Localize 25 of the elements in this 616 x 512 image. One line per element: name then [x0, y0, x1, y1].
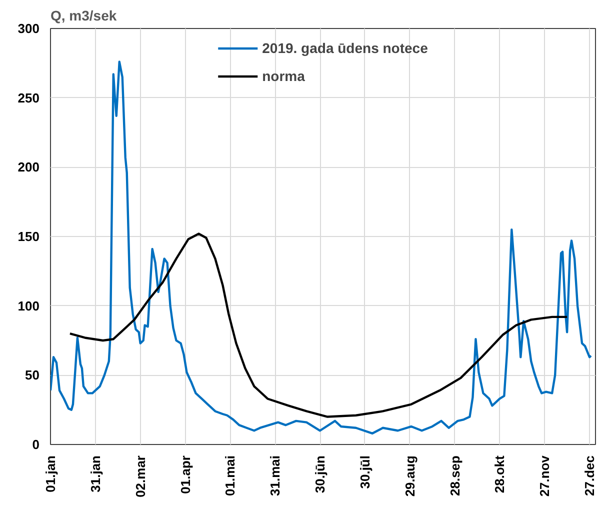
x-tick-label: 02.mar [132, 456, 148, 498]
y-tick-label: 150 [18, 229, 40, 244]
x-tick-label: 01.apr [178, 455, 193, 494]
legend-label: norma [262, 68, 305, 84]
line-series [68, 232, 568, 418]
y-tick-label: 300 [18, 21, 40, 36]
legend-label: 2019. gada ūdens notece [262, 40, 428, 56]
x-tick-label: 31.jan [88, 455, 103, 492]
y-tick-label: 100 [18, 298, 40, 314]
y-axis-title: Q, m3/sek [50, 8, 117, 24]
x-tick-label: 28.sep [447, 455, 462, 496]
y-tick-label: 0 [32, 437, 40, 452]
x-tick-label: 31.mai [268, 455, 283, 496]
x-tick-label: 29.aug [402, 455, 418, 497]
y-tick-label: 200 [18, 160, 40, 175]
x-tick-label: 01.jan [43, 455, 58, 492]
x-tick-label: 01.mai [222, 455, 238, 496]
y-tick-label: 50 [25, 368, 40, 383]
x-tick-label: 28.okt [492, 454, 508, 494]
x-tick-label: 30.jūl [357, 455, 372, 489]
x-tick-label: 27.dec [582, 455, 598, 496]
x-tick-label: 27.nov [537, 454, 552, 497]
x-tick-label: 30.jūn [312, 455, 328, 494]
y-tick-label: 250 [18, 90, 40, 106]
line-series [50, 60, 592, 435]
